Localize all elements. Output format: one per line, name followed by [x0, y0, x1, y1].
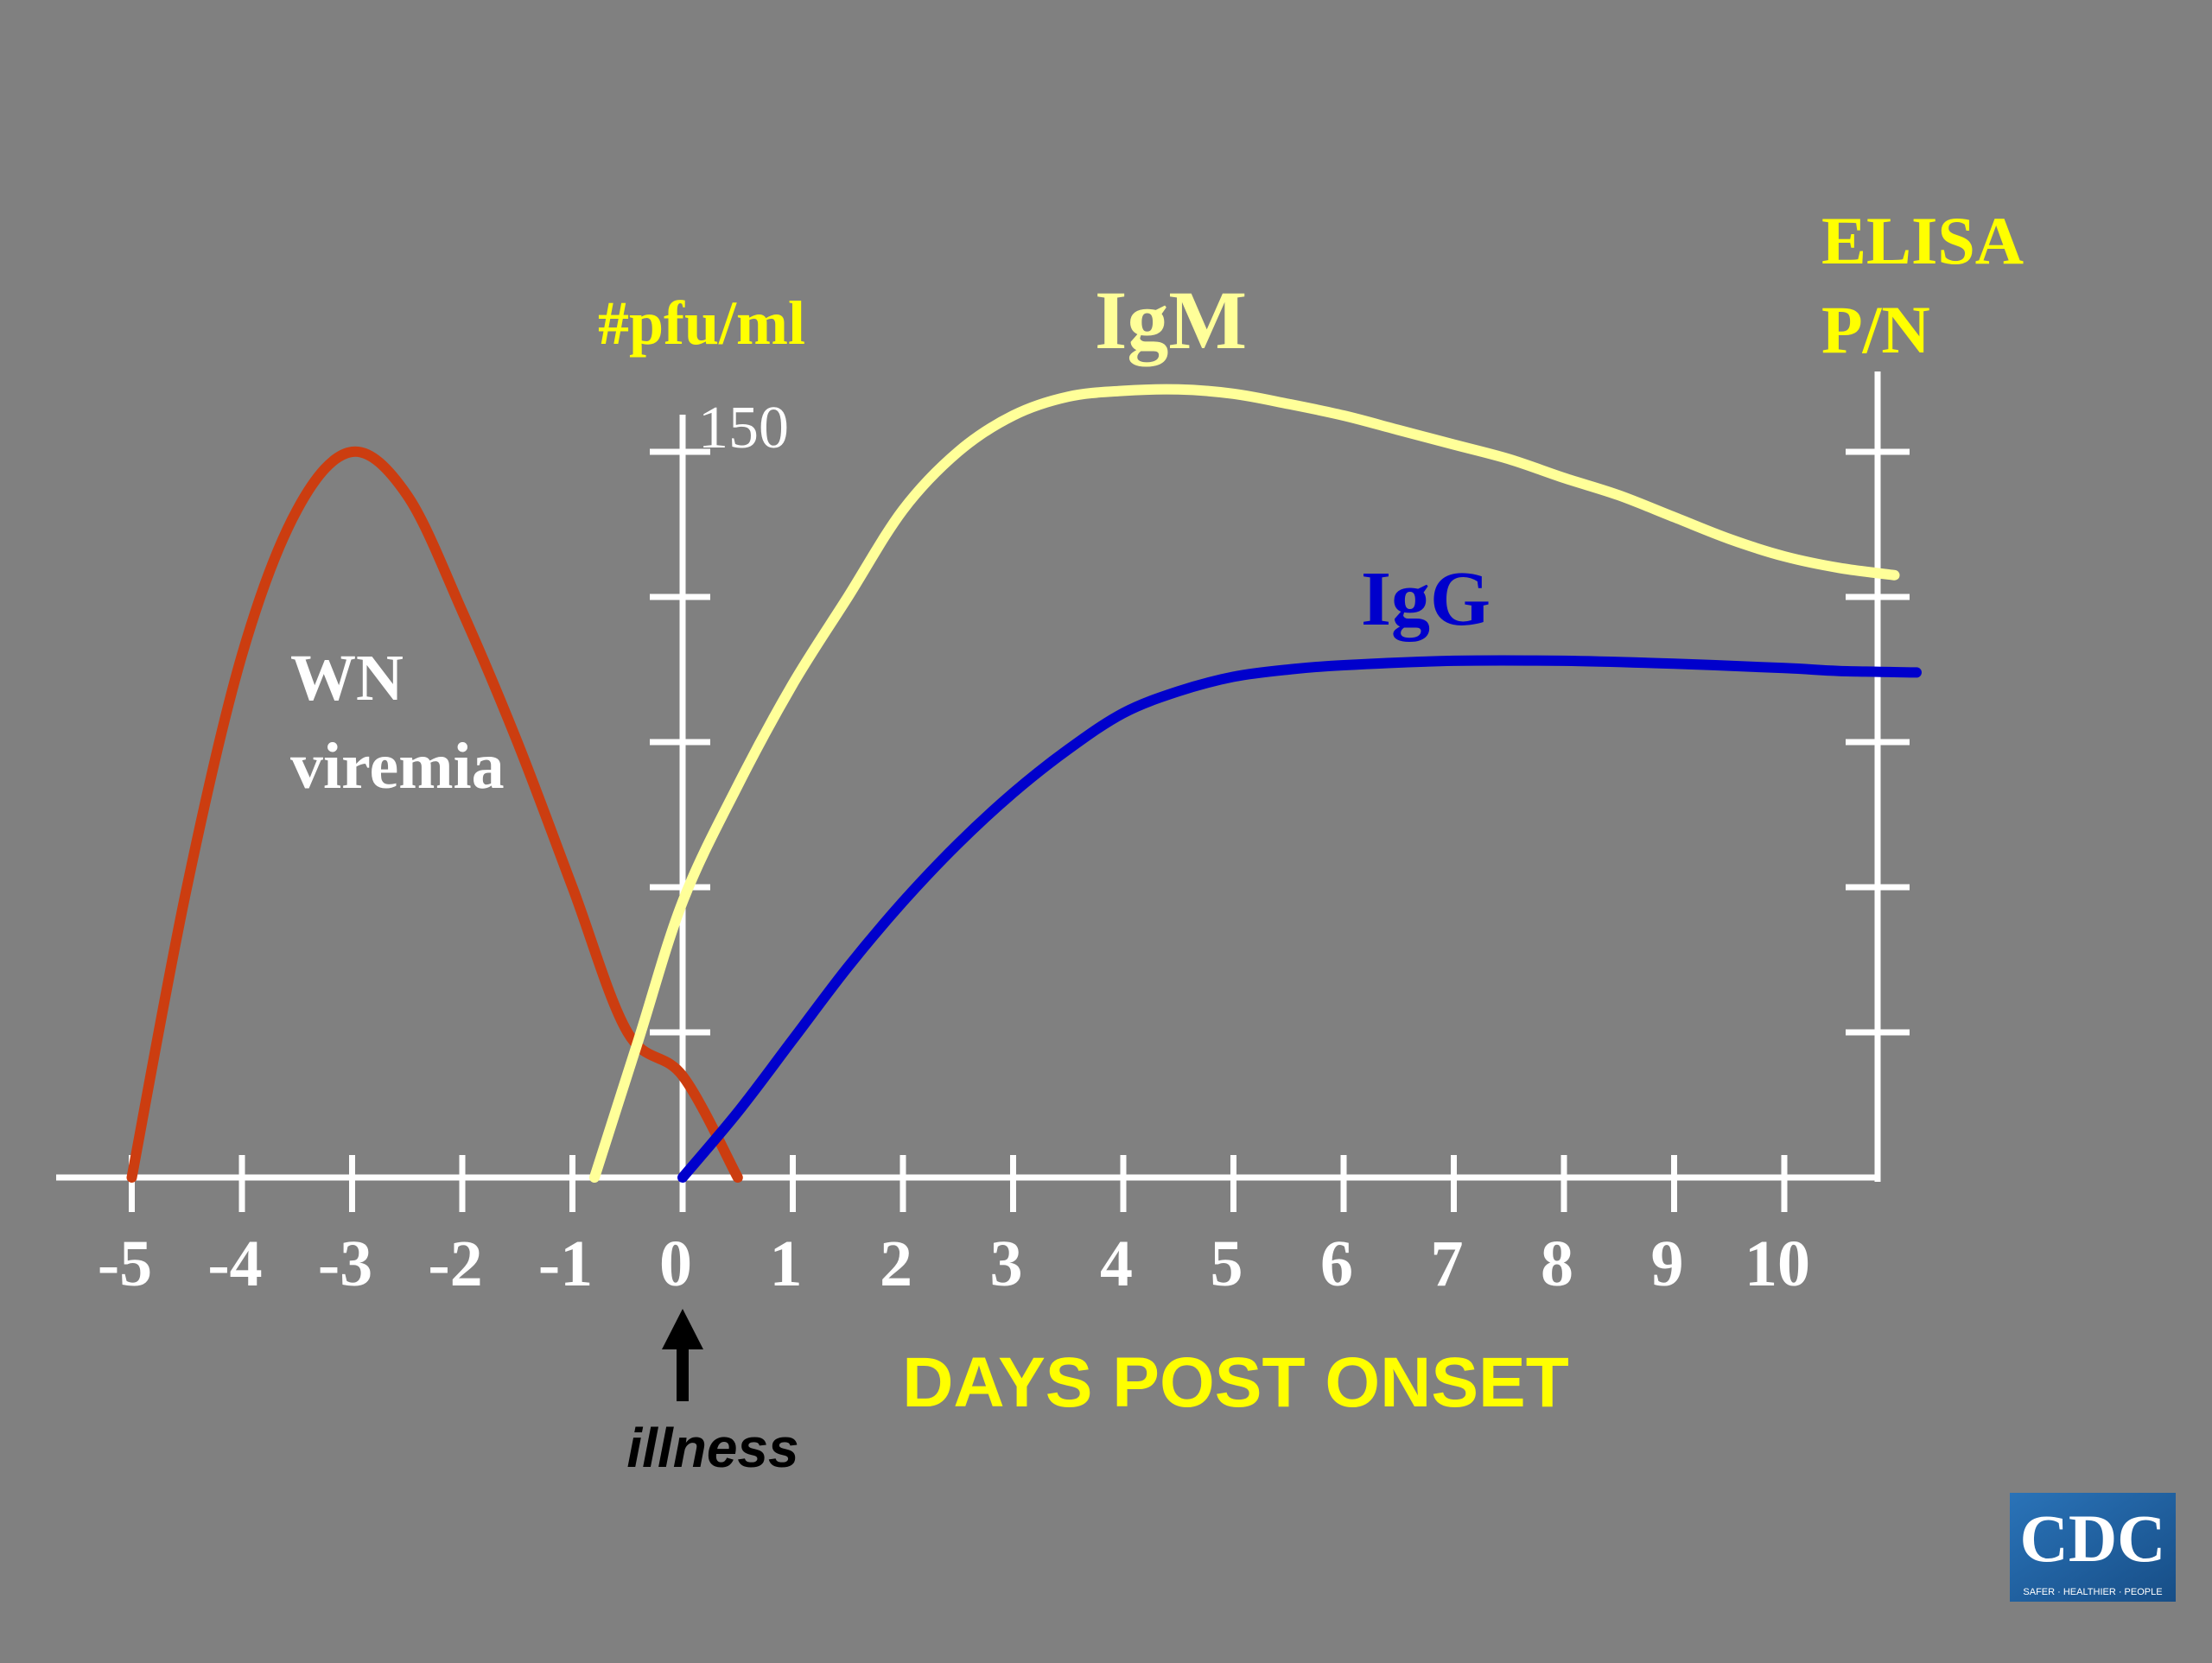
- right-axis-label-line2: P/N: [1821, 292, 1930, 367]
- x-axis-ticks: -5 -4 -3 -2 -1 0 1 2 3 4 5 6 7 8 9 10: [98, 1155, 1810, 1300]
- x-tick-label: 1: [770, 1228, 803, 1300]
- illness-onset-marker: illness: [626, 1309, 799, 1479]
- logo-text: CDC: [2020, 1501, 2166, 1576]
- x-tick-label: 0: [659, 1228, 692, 1300]
- right-axis-label-line1: ELISA: [1821, 203, 2024, 278]
- x-tick-label: -2: [428, 1228, 482, 1300]
- logo-background: [2010, 1493, 2176, 1602]
- series-layer: [126, 384, 1922, 1183]
- x-tick-label: 4: [1100, 1228, 1133, 1300]
- logo-tagline: SAFER · HEALTHIER · PEOPLE: [2023, 1587, 2162, 1597]
- x-tick-label: -1: [538, 1228, 593, 1300]
- x-tick-label: -5: [98, 1228, 152, 1300]
- y-axis-ticks: [650, 448, 1910, 1036]
- igm-curve: [589, 384, 1900, 1183]
- x-axis-title: DAYS POST ONSET: [902, 1343, 1569, 1422]
- x-tick-label: 10: [1745, 1228, 1810, 1300]
- x-tick-label: 6: [1320, 1228, 1353, 1300]
- x-tick-label: 2: [880, 1228, 912, 1300]
- illness-label: illness: [626, 1417, 798, 1479]
- wn-series-label-line2: viremia: [290, 730, 505, 803]
- wn-viremia-curve: [126, 446, 743, 1183]
- cdc-logo: CDC SAFER · HEALTHIER · PEOPLE: [2010, 1493, 2176, 1602]
- wn-series-label-line1: WN: [290, 642, 404, 714]
- igm-series-label: IgM: [1095, 274, 1247, 366]
- x-tick-label: 7: [1431, 1228, 1464, 1300]
- x-tick-label: -4: [207, 1228, 262, 1300]
- igg-curve: [677, 655, 1922, 1183]
- x-tick-label: 8: [1541, 1228, 1573, 1300]
- x-tick-label: 3: [990, 1228, 1023, 1300]
- arrowhead-icon: [662, 1309, 703, 1349]
- x-tick-label: -3: [318, 1228, 372, 1300]
- x-tick-label: 5: [1211, 1228, 1243, 1300]
- x-tick-label: 9: [1651, 1228, 1684, 1300]
- igg-series-label: IgG: [1361, 556, 1491, 642]
- left-axis-max-label: 150: [698, 395, 789, 461]
- left-axis-label: #pfu/ml: [598, 289, 805, 358]
